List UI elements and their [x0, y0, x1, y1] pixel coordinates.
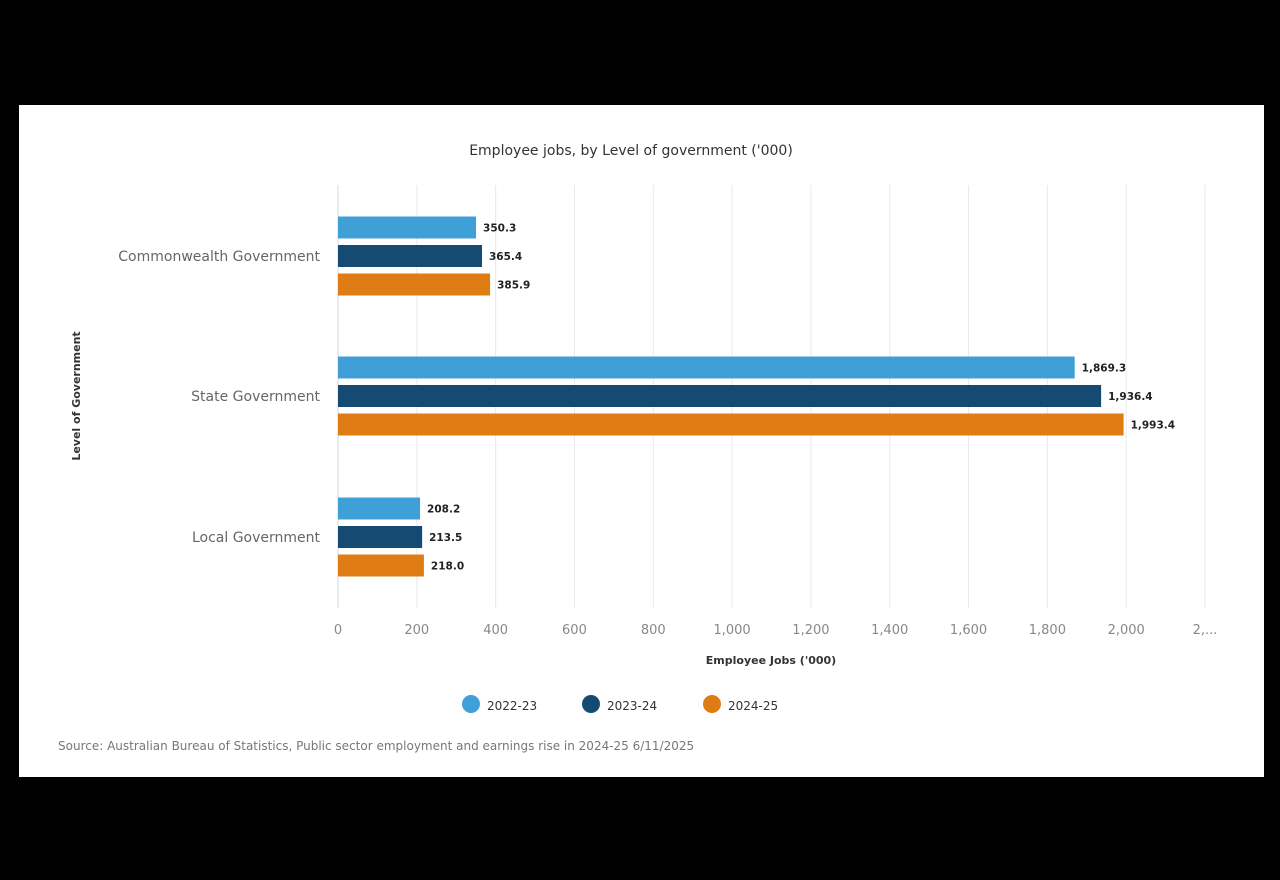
- legend-marker[interactable]: [462, 695, 480, 713]
- x-tick-label: 1,200: [792, 623, 829, 638]
- x-tick-label: 0: [334, 623, 342, 638]
- bar-2024-25[interactable]: [338, 413, 1124, 436]
- bar-2022-23[interactable]: [338, 497, 421, 520]
- x-tick-label: 800: [641, 623, 666, 638]
- y-axis-label: Level of Government: [70, 331, 83, 460]
- category-label: Local Government: [192, 530, 321, 546]
- legend-marker[interactable]: [703, 695, 721, 713]
- x-tick-label: 2,...: [1193, 623, 1218, 638]
- source-note: Source: Australian Bureau of Statistics,…: [58, 739, 695, 753]
- data-label: 350.3: [483, 223, 516, 235]
- data-label: 365.4: [489, 251, 522, 263]
- data-label: 1,993.4: [1131, 420, 1176, 432]
- x-tick-label: 1,400: [871, 623, 908, 638]
- data-label: 385.9: [497, 280, 530, 292]
- data-label: 218.0: [431, 561, 464, 573]
- data-label: 1,869.3: [1082, 363, 1127, 375]
- data-label: 208.2: [427, 504, 460, 516]
- x-tick-label: 400: [483, 623, 508, 638]
- category-label: Commonwealth Government: [118, 249, 320, 265]
- x-tick-label: 2,000: [1108, 623, 1145, 638]
- x-tick-label: 200: [404, 623, 429, 638]
- bar-2022-23[interactable]: [338, 216, 477, 239]
- category-label: State Government: [191, 389, 320, 405]
- x-tick-label: 1,600: [950, 623, 987, 638]
- x-axis-label: Employee Jobs ('000): [706, 654, 836, 667]
- chart-panel: [19, 105, 1264, 777]
- bar-2023-24[interactable]: [338, 526, 423, 548]
- legend-marker[interactable]: [582, 695, 600, 713]
- x-tick-label: 1,800: [1029, 623, 1066, 638]
- x-tick-label: 600: [562, 623, 587, 638]
- bar-2023-24[interactable]: [338, 385, 1102, 407]
- bar-2024-25[interactable]: [338, 554, 424, 577]
- legend-label[interactable]: 2023-24: [607, 699, 657, 713]
- legend-label[interactable]: 2022-23: [487, 699, 537, 713]
- x-tick-label: 1,000: [713, 623, 750, 638]
- chart-title: Employee jobs, by Level of government ('…: [469, 143, 793, 159]
- bar-2023-24[interactable]: [338, 245, 483, 267]
- data-label: 1,936.4: [1108, 391, 1153, 403]
- bar-2024-25[interactable]: [338, 273, 491, 296]
- bar-2022-23[interactable]: [338, 356, 1075, 379]
- legend-label[interactable]: 2024-25: [728, 699, 778, 713]
- data-label: 213.5: [429, 532, 462, 544]
